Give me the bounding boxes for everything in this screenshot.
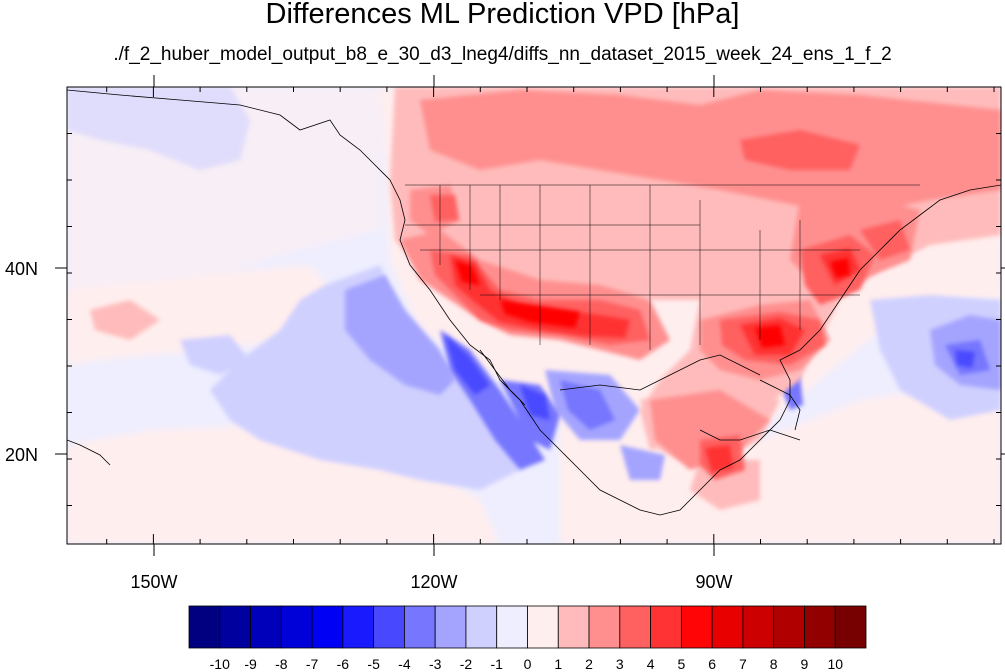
colorbar-label: -9 bbox=[244, 656, 257, 672]
map-title: Differences ML Prediction VPD [hPa] bbox=[265, 0, 740, 30]
colorbar-swatch bbox=[373, 605, 405, 649]
axis-ticks bbox=[55, 75, 1005, 556]
colorbar-label: 3 bbox=[616, 656, 624, 672]
colorbar-label: -3 bbox=[429, 656, 442, 672]
colorbar-swatch bbox=[680, 605, 713, 649]
colorbar-label: 10 bbox=[827, 656, 843, 672]
colorbar-label: 2 bbox=[585, 656, 593, 672]
colorbar-label: 6 bbox=[708, 656, 716, 672]
lat-label-20n: 20N bbox=[5, 445, 38, 465]
colorbar-swatch bbox=[496, 605, 528, 649]
map-subtitle: ./f_2_huber_model_output_b8_e_30_d3_lneg… bbox=[113, 44, 892, 65]
lon-label-150w: 150W bbox=[130, 572, 177, 592]
colorbar: -10 -9 -8 -7 -6 -5 -4 -3 -2 -1 0 1 2 3 4 5 6 7 8 9 10 bbox=[188, 605, 867, 672]
state-borders bbox=[405, 184, 920, 350]
colorbar-label: -7 bbox=[306, 656, 319, 672]
colorbar-swatch bbox=[834, 605, 867, 649]
colorbar-label: -10 bbox=[210, 656, 230, 672]
colorbar-swatch bbox=[619, 605, 651, 649]
colorbar-swatch bbox=[434, 605, 467, 649]
lat-label-40n: 40N bbox=[5, 259, 38, 279]
map-plot-area bbox=[67, 87, 1001, 544]
lon-label-120w: 120W bbox=[410, 572, 457, 592]
colorbar-label: -2 bbox=[460, 656, 473, 672]
coastlines bbox=[67, 89, 1001, 516]
colorbar-swatch bbox=[588, 605, 621, 649]
colorbar-label: 5 bbox=[677, 656, 685, 672]
colorbar-swatch bbox=[219, 605, 251, 649]
colorbar-label: -5 bbox=[367, 656, 380, 672]
colorbar-label: 0 bbox=[524, 656, 532, 672]
lon-label-90w: 90W bbox=[695, 572, 732, 592]
lat-labels: 40N 20N bbox=[5, 259, 38, 465]
colorbar-swatch bbox=[404, 605, 436, 649]
colorbar-swatch bbox=[742, 605, 775, 649]
colorbar-label: -4 bbox=[398, 656, 411, 672]
colorbar-swatch bbox=[280, 605, 313, 649]
colorbar-label: 9 bbox=[801, 656, 809, 672]
field-blue-4 bbox=[445, 335, 975, 420]
colorbar-label: -8 bbox=[275, 656, 288, 672]
colorbar-label: 1 bbox=[554, 656, 562, 672]
colorbar-swatch bbox=[342, 605, 375, 649]
colorbar-swatch bbox=[188, 605, 221, 649]
colorbar-label: 4 bbox=[647, 656, 655, 672]
colorbar-swatch bbox=[804, 605, 836, 649]
colorbar-label: -6 bbox=[337, 656, 350, 672]
lon-labels: 150W 120W 90W bbox=[130, 572, 732, 592]
colorbar-swatch bbox=[465, 605, 498, 649]
plot-frame bbox=[66, 86, 1002, 545]
colorbar-swatch bbox=[711, 605, 744, 649]
colorbar-label: 7 bbox=[739, 656, 747, 672]
colorbar-label: 8 bbox=[770, 656, 778, 672]
colorbar-swatch bbox=[773, 605, 805, 649]
colorbar-swatch bbox=[527, 605, 559, 649]
colorbar-swatch bbox=[250, 605, 282, 649]
colorbar-label: -1 bbox=[491, 656, 504, 672]
colorbar-swatch bbox=[650, 605, 682, 649]
colorbar-swatch bbox=[557, 605, 590, 649]
colorbar-swatch bbox=[311, 605, 344, 649]
